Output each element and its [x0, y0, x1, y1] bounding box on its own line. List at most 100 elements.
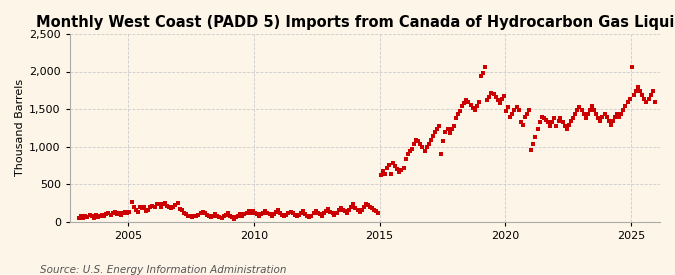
- Point: [362, 203, 373, 207]
- Point: [323, 207, 333, 211]
- Point: [568, 116, 578, 120]
- Point: [626, 65, 637, 69]
- Point: [440, 130, 451, 134]
- Point: [583, 111, 593, 116]
- Title: Monthly West Coast (PADD 5) Imports from Canada of Hydrocarbon Gas Liquids: Monthly West Coast (PADD 5) Imports from…: [36, 15, 675, 30]
- Point: [189, 214, 200, 219]
- Point: [120, 210, 131, 214]
- Point: [461, 98, 472, 102]
- Point: [317, 213, 327, 218]
- Point: [109, 210, 120, 214]
- Point: [313, 210, 323, 215]
- Point: [503, 104, 514, 109]
- Point: [84, 213, 95, 217]
- Point: [419, 149, 430, 153]
- Point: [252, 212, 263, 216]
- Point: [78, 216, 88, 221]
- Point: [425, 138, 436, 142]
- Point: [117, 211, 128, 216]
- Point: [227, 215, 238, 219]
- Point: [560, 123, 570, 128]
- Point: [356, 208, 367, 212]
- Point: [530, 135, 541, 139]
- Point: [271, 210, 281, 214]
- Point: [260, 209, 271, 213]
- Point: [578, 111, 589, 116]
- Point: [471, 104, 482, 108]
- Point: [601, 115, 612, 120]
- Point: [350, 206, 361, 210]
- Point: [310, 209, 321, 213]
- Point: [262, 210, 273, 215]
- Point: [237, 213, 248, 218]
- Point: [229, 216, 240, 221]
- Point: [208, 213, 219, 218]
- Point: [250, 210, 261, 215]
- Point: [292, 214, 302, 219]
- Point: [241, 210, 252, 215]
- Point: [476, 74, 487, 78]
- Point: [516, 120, 526, 124]
- Point: [74, 215, 84, 220]
- Point: [482, 98, 493, 102]
- Point: [446, 126, 457, 131]
- Point: [308, 211, 319, 216]
- Point: [331, 210, 342, 215]
- Point: [518, 123, 529, 127]
- Point: [92, 215, 103, 219]
- Point: [279, 214, 290, 219]
- Point: [463, 99, 474, 104]
- Point: [128, 205, 139, 209]
- Point: [88, 216, 99, 220]
- Point: [474, 100, 485, 104]
- Point: [543, 120, 554, 124]
- Point: [499, 93, 510, 98]
- Point: [306, 213, 317, 218]
- Point: [107, 211, 118, 216]
- Point: [599, 111, 610, 116]
- Point: [591, 111, 601, 116]
- Point: [383, 163, 394, 167]
- Point: [134, 205, 145, 209]
- Point: [400, 156, 411, 161]
- Point: [360, 202, 371, 206]
- Point: [478, 71, 489, 75]
- Point: [195, 211, 206, 216]
- Point: [319, 211, 329, 216]
- Point: [82, 215, 93, 219]
- Point: [222, 211, 233, 216]
- Point: [103, 210, 114, 215]
- Point: [214, 215, 225, 219]
- Point: [427, 134, 438, 138]
- Point: [371, 209, 382, 213]
- Point: [534, 120, 545, 124]
- Point: [141, 209, 152, 213]
- Point: [338, 208, 348, 212]
- Point: [168, 205, 179, 210]
- Point: [413, 139, 424, 144]
- Point: [180, 212, 191, 216]
- Point: [97, 213, 107, 217]
- Point: [539, 116, 549, 120]
- Point: [608, 119, 618, 123]
- Point: [369, 208, 379, 212]
- Point: [143, 208, 154, 212]
- Point: [630, 89, 641, 93]
- Point: [352, 208, 363, 213]
- Point: [377, 169, 388, 173]
- Point: [170, 203, 181, 207]
- Point: [239, 212, 250, 216]
- Point: [375, 173, 386, 177]
- Point: [411, 138, 422, 142]
- Point: [124, 210, 135, 214]
- Point: [488, 92, 499, 96]
- Point: [415, 141, 426, 146]
- Point: [580, 116, 591, 120]
- Point: [147, 204, 158, 208]
- Point: [273, 208, 284, 213]
- Point: [564, 123, 574, 127]
- Point: [417, 145, 428, 150]
- Point: [287, 211, 298, 216]
- Point: [248, 209, 259, 213]
- Point: [379, 171, 390, 176]
